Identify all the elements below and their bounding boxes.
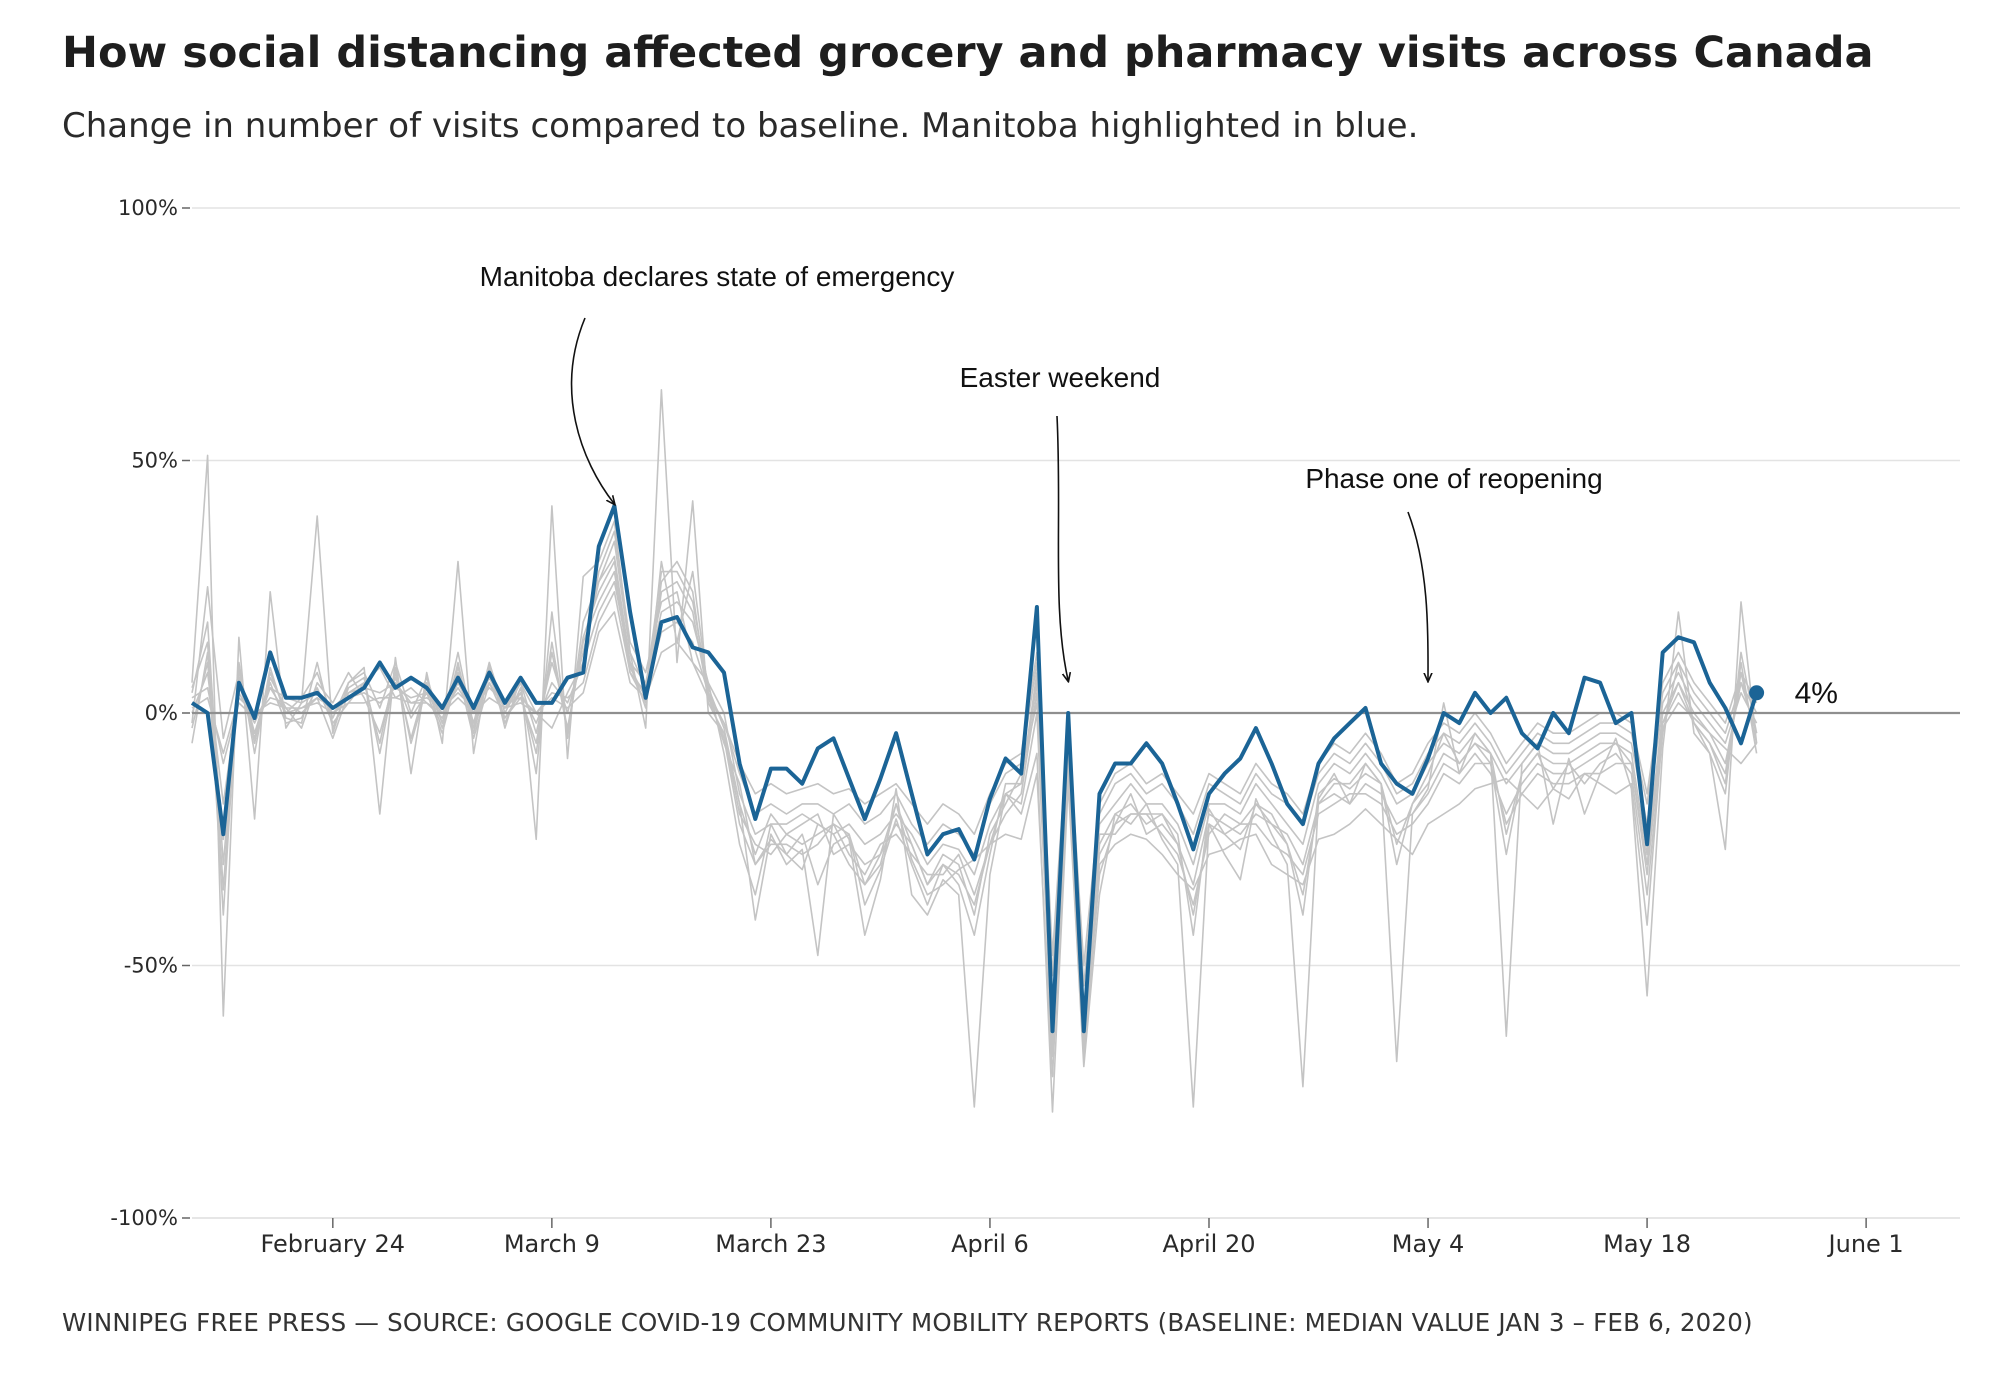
manitoba-series-line bbox=[190, 503, 1759, 1034]
y-tick-label: 0% bbox=[145, 701, 178, 725]
x-tick-label: April 20 bbox=[1162, 1230, 1255, 1258]
annotation-arrow bbox=[1407, 511, 1428, 681]
province-series-line bbox=[191, 560, 1758, 1027]
x-tick-label: May 4 bbox=[1392, 1230, 1465, 1258]
province-series-line bbox=[191, 540, 1758, 1058]
y-tick-label: 100% bbox=[118, 196, 178, 220]
province-series-line bbox=[191, 560, 1758, 1007]
axes: 100% 50% 0% -50% -100% February 24 March 9 Marc… bbox=[110, 196, 1960, 1258]
x-tick-label: April 6 bbox=[951, 1230, 1029, 1258]
x-tick-label: March 9 bbox=[504, 1230, 600, 1258]
province-series-line bbox=[191, 611, 1758, 967]
province-series-line bbox=[191, 580, 1758, 1017]
source-footer: WINNIPEG FREE PRESS — SOURCE: GOOGLE COV… bbox=[62, 1308, 1753, 1337]
province-series-line bbox=[191, 591, 1758, 987]
y-tick-label: -50% bbox=[124, 954, 178, 978]
x-tick-label: May 18 bbox=[1603, 1230, 1691, 1258]
other-provinces-lines bbox=[191, 389, 1758, 1113]
y-tick-label: 50% bbox=[131, 449, 178, 473]
annotation-label: Phase one of reopening bbox=[1305, 463, 1602, 494]
province-series-line bbox=[191, 389, 1758, 1113]
x-tick-label: June 1 bbox=[1827, 1230, 1904, 1258]
annotation-label: Easter weekend bbox=[960, 362, 1161, 393]
annotation-label: Manitoba declares state of emergency bbox=[480, 261, 955, 292]
chart-subtitle: Change in number of visits compared to b… bbox=[62, 106, 1419, 146]
annotation-arrow bbox=[1056, 415, 1068, 681]
annotations: Manitoba declares state of emergency East… bbox=[480, 261, 1603, 681]
province-series-line bbox=[191, 555, 1758, 1048]
annotation-arrow bbox=[570, 317, 615, 504]
x-tick-label: March 23 bbox=[715, 1230, 826, 1258]
x-tick-label: February 24 bbox=[261, 1230, 406, 1258]
manitoba-line-group: 4% bbox=[190, 503, 1838, 1034]
manitoba-end-label: 4% bbox=[1795, 677, 1838, 710]
chart-title: How social distancing affected grocery a… bbox=[62, 28, 1874, 78]
y-tick-label: -100% bbox=[110, 1206, 178, 1230]
manitoba-end-point bbox=[1749, 685, 1765, 701]
province-series-line bbox=[191, 530, 1758, 1078]
